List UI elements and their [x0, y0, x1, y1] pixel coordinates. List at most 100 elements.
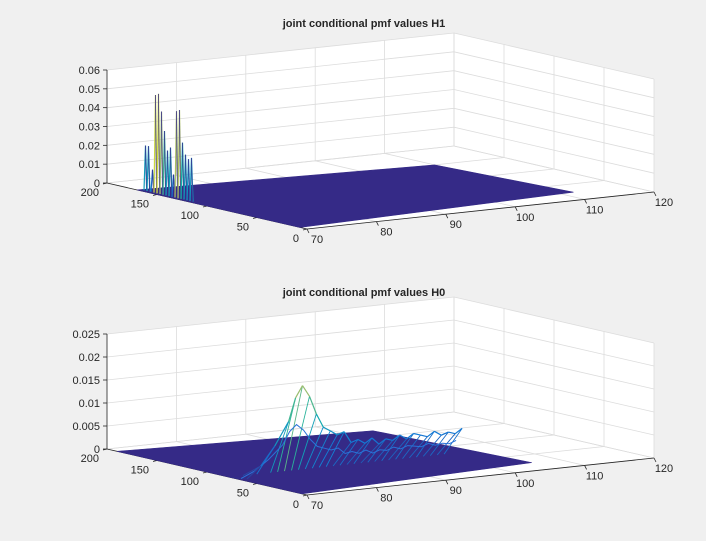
y-tick-label: 50: [237, 222, 249, 234]
surface-base: [136, 164, 574, 228]
ridge-segment: [288, 397, 297, 422]
y-tick-label: 150: [131, 199, 149, 211]
z-tick-label: 0.01: [79, 398, 100, 410]
mesh-line: [436, 433, 456, 456]
ridge-segment: [420, 434, 428, 438]
y-tick-label: 0: [293, 499, 299, 511]
mesh-line: [318, 434, 338, 468]
ridge-segment: [315, 413, 324, 428]
y-tick-label: 50: [237, 488, 249, 500]
ridge-segment: [295, 385, 304, 399]
mesh-stem: [173, 174, 175, 198]
x-tick-label: 70: [311, 500, 323, 512]
subplot-h1: 70809010011012005010015020000.010.020.03…: [79, 18, 674, 246]
mesh-line: [311, 430, 331, 469]
x-tick-label: 110: [586, 204, 604, 216]
mesh-line: [388, 438, 407, 461]
z-tick-label: 0: [94, 444, 100, 456]
x-tick-label: 80: [380, 493, 392, 505]
y-tick-label: 100: [181, 476, 199, 488]
ridge-segment: [434, 430, 442, 436]
chart-title: joint conditional pmf values H0: [282, 287, 446, 299]
x-tick-label: 90: [450, 219, 462, 231]
subplot-h0: 70809010011012005010015020000.0050.010.0…: [72, 287, 673, 512]
ridge-segment: [454, 427, 463, 435]
mesh-stem: [170, 147, 172, 197]
mesh-line: [297, 413, 317, 470]
y-tick-label: 0: [293, 233, 299, 245]
ridge-segment: [427, 430, 435, 438]
ridge-segment: [350, 438, 359, 444]
z-tick-label: 0.02: [79, 140, 100, 152]
chart-title: joint conditional pmf values H1: [282, 18, 446, 30]
mesh-line: [353, 437, 373, 464]
x-tick-label: 120: [655, 463, 673, 475]
z-tick-label: 0.005: [72, 421, 100, 433]
z-tick-label: 0.06: [79, 65, 100, 77]
z-tick-label: 0.03: [79, 122, 100, 134]
mesh-line: [443, 428, 463, 455]
ridge-segment: [343, 431, 352, 443]
ridge-segment: [364, 437, 373, 444]
ridge-segment: [274, 421, 290, 447]
tick-labels: 70809010011012005010015020000.010.020.03…: [79, 65, 674, 246]
ridge-segment: [308, 396, 317, 415]
mesh-stem: [164, 131, 166, 196]
tick-labels: 70809010011012005010015020000.0050.010.0…: [72, 329, 673, 512]
mesh-contour-inner: [240, 423, 457, 480]
mesh-line: [367, 438, 387, 463]
mesh-stem: [155, 95, 157, 193]
mesh-line: [270, 421, 290, 473]
y-tick-label: 200: [81, 453, 99, 465]
z-tick-label: 0.04: [79, 103, 100, 115]
x-tick-label: 120: [655, 197, 673, 209]
z-tick-label: 0.025: [72, 329, 100, 341]
x-tick-label: 80: [380, 227, 392, 239]
ridge-segment: [399, 434, 407, 440]
ridge-segment: [441, 431, 449, 436]
mesh-line: [409, 436, 428, 459]
mesh-stem: [182, 142, 184, 200]
mesh-line: [346, 443, 366, 465]
z-tick-label: 0.02: [79, 352, 100, 364]
ridge-segment: [357, 438, 366, 444]
mesh-stem: [176, 111, 178, 198]
mesh-stem: [145, 145, 147, 191]
mesh-stem: [158, 93, 160, 194]
ridge-segment: [330, 430, 338, 436]
mesh-stem: [179, 109, 181, 199]
mesh-stem: [188, 159, 190, 201]
z-tick-label: 0.05: [79, 84, 100, 96]
z-tick-label: 0: [94, 178, 100, 190]
z-tick-label: 0.015: [72, 375, 100, 387]
mesh-line: [291, 396, 310, 471]
mesh-line: [374, 440, 394, 462]
back-wall-pane: [107, 297, 454, 449]
ridge-segment: [260, 445, 276, 467]
ridge-segment: [385, 438, 393, 441]
mesh-line: [304, 426, 324, 470]
mesh-stem: [152, 169, 154, 193]
x-tick-label: 100: [516, 478, 534, 490]
y-tick-label: 150: [131, 465, 149, 477]
mesh-stem: [185, 154, 187, 200]
mesh-line: [422, 434, 442, 457]
mesh-stem: [191, 157, 193, 202]
ridge-segment: [392, 434, 401, 441]
ridge-segment: [246, 465, 262, 480]
mesh-line: [228, 476, 248, 480]
y-tick-label: 100: [181, 210, 199, 222]
z-tick-label: 0.01: [79, 159, 100, 171]
ridge-segment: [336, 431, 345, 436]
ridge-segment: [378, 438, 387, 445]
ridge-segment: [301, 385, 311, 397]
ridge-segment: [371, 437, 380, 445]
mesh-line: [402, 434, 421, 459]
x-tick-label: 70: [311, 234, 323, 246]
mesh-stem: [161, 111, 163, 195]
x-tick-label: 110: [586, 470, 604, 482]
mesh-line: [395, 433, 414, 460]
x-tick-label: 100: [516, 212, 534, 224]
x-tick-label: 90: [450, 485, 462, 497]
mesh-line: [381, 434, 401, 462]
